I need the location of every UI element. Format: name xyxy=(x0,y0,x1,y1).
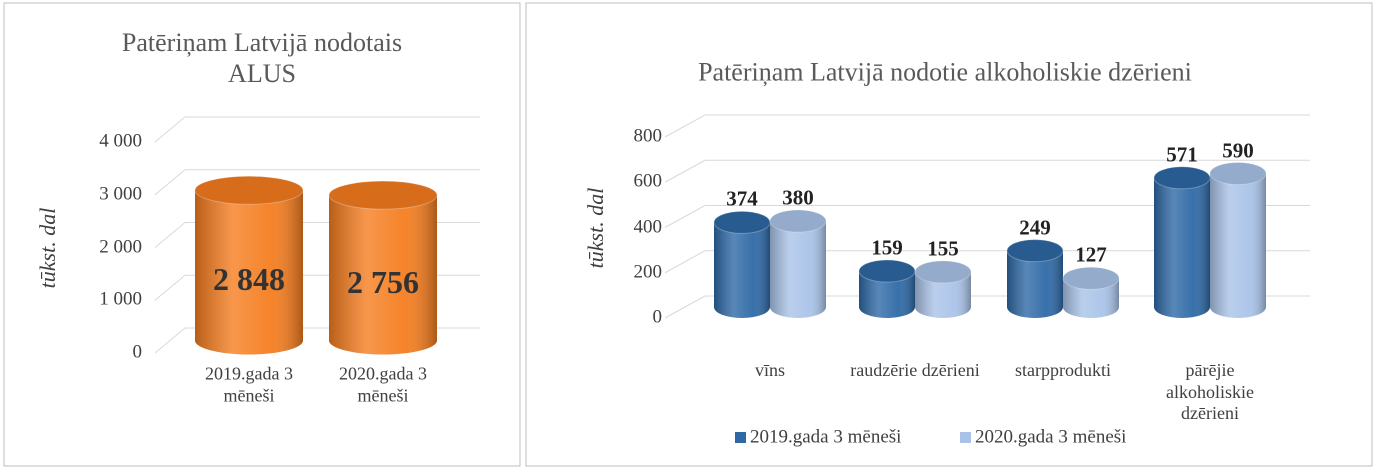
grid-line xyxy=(664,205,1310,228)
bar-shading xyxy=(329,195,437,355)
x-tick-label: pārējie alkoholiskie dzērieni xyxy=(1166,360,1254,424)
bar-top-shade xyxy=(329,181,437,210)
bar-shading xyxy=(714,222,770,318)
bar-top-shade xyxy=(859,260,915,283)
grid-line xyxy=(664,250,1310,274)
y-axis-label: tūkst. dal xyxy=(34,207,60,288)
bar-top xyxy=(1062,266,1120,290)
bar-top-shade xyxy=(714,211,770,234)
panel-border xyxy=(3,2,521,467)
bar-top xyxy=(1006,239,1064,263)
bar-top xyxy=(1209,162,1267,186)
y-tick-label: 0 xyxy=(132,341,143,363)
x-tick-label: 2020.gada 3 mēneši xyxy=(339,363,427,405)
data-label: 2 848 xyxy=(213,261,285,298)
y-tick-label: 2 000 xyxy=(99,236,142,258)
bar-top xyxy=(914,260,972,284)
y-tick-label: 200 xyxy=(633,261,663,283)
legend-label: 2020.gada 3 mēneši xyxy=(975,426,1127,448)
bar-top xyxy=(328,180,438,210)
bar-shading xyxy=(195,190,303,355)
bar-shading xyxy=(915,271,971,318)
bar-top-shade xyxy=(770,210,826,233)
y-tick-label: 3 000 xyxy=(99,183,142,205)
x-tick-label: starpprodukti xyxy=(1015,360,1111,380)
grid-line xyxy=(154,169,480,196)
data-label: 249 xyxy=(1019,215,1051,240)
bar-shading xyxy=(1007,250,1063,318)
grid-line xyxy=(664,114,1310,138)
bar-top-shade xyxy=(915,260,971,283)
y-tick-label: 4 000 xyxy=(99,130,142,152)
bar-shading xyxy=(1210,173,1266,318)
data-label: 155 xyxy=(927,236,959,261)
data-label: 380 xyxy=(782,185,814,210)
chart-title: Patēriņam Latvijā nodotie alkoholiskie d… xyxy=(698,57,1192,87)
data-label: 159 xyxy=(871,235,903,260)
bar-top-shade xyxy=(1154,166,1210,189)
legend-swatch xyxy=(960,432,971,443)
legend-swatch xyxy=(735,432,746,443)
data-label: 2 756 xyxy=(347,263,419,300)
bar-top-shade xyxy=(1007,239,1063,262)
bar-top xyxy=(858,259,916,283)
bar-top-shade xyxy=(1210,162,1266,185)
chart-title: Patēriņam Latvijā nodotais ALUS xyxy=(121,27,403,88)
bar-top xyxy=(194,175,304,205)
x-tick-label: vīns xyxy=(754,360,785,380)
data-label: 571 xyxy=(1166,142,1198,167)
bar-top-shade xyxy=(195,176,303,205)
grid-line xyxy=(154,116,480,143)
bar-shading xyxy=(1154,177,1210,318)
y-tick-label: 0 xyxy=(652,306,663,328)
y-tick-label: 400 xyxy=(633,216,663,238)
grid-line xyxy=(664,159,1310,183)
data-label: 590 xyxy=(1222,137,1254,162)
y-tick-label: 1 000 xyxy=(99,288,142,310)
data-label: 374 xyxy=(726,186,758,211)
y-tick-label: 600 xyxy=(633,170,663,192)
bar-shading xyxy=(770,221,826,318)
x-tick-label: raudzērie dzērieni xyxy=(850,360,980,380)
bar-shading xyxy=(859,271,915,318)
bar-top-shade xyxy=(1063,267,1119,290)
data-label: 127 xyxy=(1075,242,1107,267)
panel-border xyxy=(525,2,1373,467)
x-tick-label: 2019.gada 3 mēneši xyxy=(205,363,293,405)
bar-top xyxy=(769,209,827,233)
y-tick-label: 800 xyxy=(633,125,663,147)
bar-shading xyxy=(1063,278,1119,318)
legend-label: 2019.gada 3 mēneši xyxy=(750,426,902,448)
